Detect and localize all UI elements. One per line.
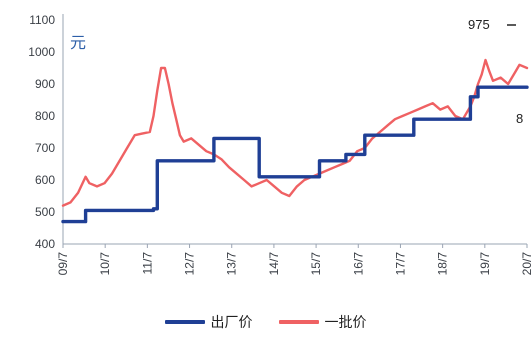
x-tick-label: 20/7 (520, 252, 531, 276)
legend-swatch-factory-price (164, 320, 205, 324)
legend-item-wholesale-price: 一批价 (278, 312, 367, 332)
x-tick-label: 10/7 (98, 252, 112, 276)
annotation-label: 975 (468, 17, 490, 32)
x-tick-label: 19/7 (478, 252, 492, 276)
y-axis-unit-label: 元 (70, 33, 86, 52)
x-tick-label: 09/7 (56, 252, 70, 276)
legend-item-factory-price: 出厂价 (164, 312, 253, 332)
legend-label-wholesale-price: 一批价 (324, 315, 367, 331)
x-tick-label: 14/7 (267, 252, 281, 276)
y-tick-label: 1000 (28, 45, 55, 59)
x-tick-label: 18/7 (436, 252, 450, 276)
x-tick-label: 11/7 (140, 252, 154, 275)
x-axis-ticks: 09/7 10/7 11/7 12/7 13/7 14/7 15/7 16/7 17/7 18/7… (56, 244, 531, 275)
legend-swatch-wholesale-price (278, 320, 319, 324)
x-tick-label: 17/7 (393, 252, 407, 276)
series-lines (61, 58, 529, 224)
x-tick-label: 15/7 (309, 252, 323, 276)
y-tick-label: 800 (35, 109, 55, 123)
y-tick-label: 900 (35, 77, 55, 91)
y-tick-label: 500 (35, 205, 55, 219)
y-axis-ticks: 400 500 600 700 800 900 1000 1100 (28, 13, 55, 251)
legend: 出厂价 一批价 (0, 312, 531, 332)
annotations: 975 8 (468, 17, 523, 126)
legend-label-factory-price: 出厂价 (210, 315, 253, 331)
x-tick-label: 13/7 (225, 252, 239, 276)
y-tick-label: 600 (35, 173, 55, 187)
y-tick-label: 1100 (29, 13, 55, 27)
y-tick-label: 700 (35, 141, 55, 155)
x-tick-label: 16/7 (351, 252, 365, 276)
y-tick-label: 400 (35, 237, 55, 251)
series-line-factory-price (61, 85, 529, 224)
x-tick-label: 12/7 (183, 252, 197, 276)
series-line-wholesale-price (61, 58, 529, 207)
annotation-label: 8 (516, 111, 523, 126)
